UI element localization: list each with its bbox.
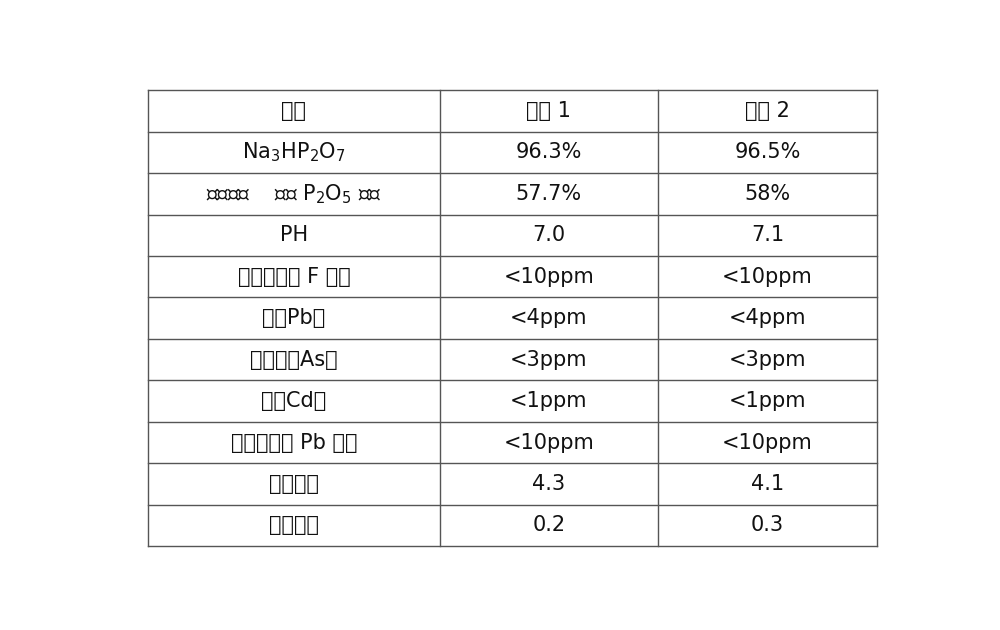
Text: <4ppm: <4ppm <box>510 308 588 328</box>
Text: <3ppm: <3ppm <box>729 350 806 370</box>
Text: 7.0: 7.0 <box>532 226 565 245</box>
Text: 氟化物（以 F 计）: 氟化物（以 F 计） <box>238 266 350 287</box>
Text: <10ppm: <10ppm <box>722 433 813 452</box>
Text: PH: PH <box>280 226 308 245</box>
Text: 总磷酸盐    （以 P$_2$O$_5$ 计）: 总磷酸盐 （以 P$_2$O$_5$ 计） <box>206 182 382 205</box>
Text: 实例 2: 实例 2 <box>745 101 790 121</box>
Text: <3ppm: <3ppm <box>510 350 588 370</box>
Text: 重金属（以 Pb 计）: 重金属（以 Pb 计） <box>231 433 357 452</box>
Text: <10ppm: <10ppm <box>722 266 813 287</box>
Text: 实例 1: 实例 1 <box>526 101 571 121</box>
Text: <10ppm: <10ppm <box>504 433 594 452</box>
Text: 0.3: 0.3 <box>751 515 784 535</box>
Text: 铅（Pb）: 铅（Pb） <box>262 308 326 328</box>
Text: 灼烧减重: 灼烧减重 <box>269 474 319 494</box>
Text: <10ppm: <10ppm <box>504 266 594 287</box>
Text: <1ppm: <1ppm <box>729 391 806 411</box>
Text: 0.2: 0.2 <box>532 515 565 535</box>
Text: <4ppm: <4ppm <box>729 308 806 328</box>
Text: Na$_3$HP$_2$O$_7$: Na$_3$HP$_2$O$_7$ <box>242 140 346 164</box>
Text: 4.1: 4.1 <box>751 474 784 494</box>
Text: <1ppm: <1ppm <box>510 391 588 411</box>
Text: 项目: 项目 <box>281 101 306 121</box>
Text: 96.3%: 96.3% <box>516 142 582 163</box>
Text: 58%: 58% <box>744 184 791 203</box>
Text: 7.1: 7.1 <box>751 226 784 245</box>
Text: 57.7%: 57.7% <box>516 184 582 203</box>
Text: 4.3: 4.3 <box>532 474 565 494</box>
Text: 干燥减重: 干燥减重 <box>269 515 319 535</box>
Text: 镉（Cd）: 镉（Cd） <box>261 391 327 411</box>
Text: 无机砷（As）: 无机砷（As） <box>250 350 338 370</box>
Text: 96.5%: 96.5% <box>734 142 801 163</box>
